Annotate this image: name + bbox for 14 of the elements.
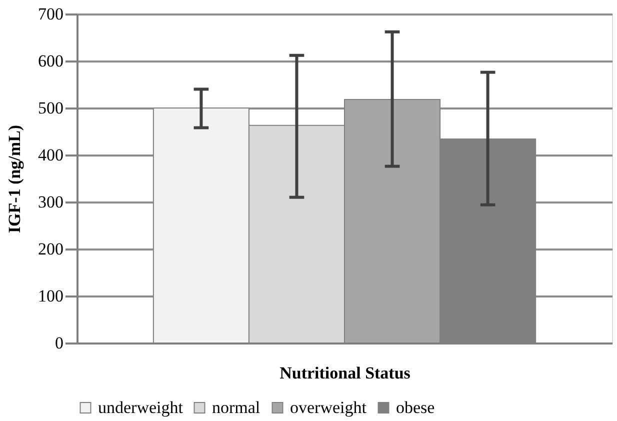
legend-label: overweight	[290, 398, 367, 417]
legend-label: obese	[396, 398, 435, 417]
y-axis-title: IGF-1 (ng/mL)	[5, 124, 24, 234]
x-axis-title: Nutritional Status	[280, 364, 411, 382]
y-tick-label: 500	[38, 98, 64, 118]
legend-label: underweight	[98, 398, 184, 417]
y-tick-label: 300	[38, 192, 64, 212]
y-tick-label: 400	[38, 146, 64, 164]
y-tick-label: 200	[38, 240, 64, 258]
y-tick-label: 600	[38, 52, 64, 70]
y-tick-label: 0	[55, 334, 64, 352]
y-tick-label: 700	[38, 4, 64, 24]
y-tick-label: 100	[38, 286, 64, 306]
legend-label: normal	[212, 398, 260, 417]
